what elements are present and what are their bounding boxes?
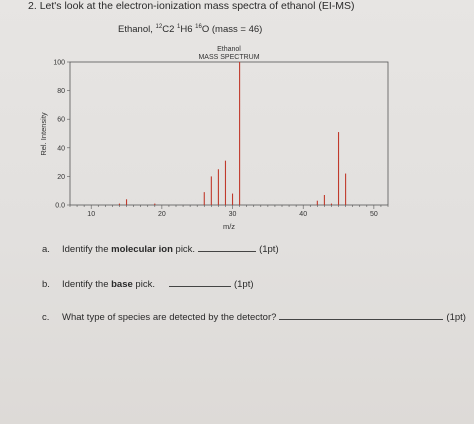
question-a-bold: molecular ion (111, 244, 173, 255)
y-tick-label: 100 (53, 60, 65, 67)
count-c: 2 (169, 24, 178, 36)
isotope-c: 12 (155, 24, 163, 30)
question-b-pre: Identify the (62, 279, 112, 290)
question-b-letter: b. (42, 279, 50, 290)
y-ticks-group: 0.0 20 40 60 80 100 (53, 60, 70, 210)
x-ticks-group: 10 20 30 40 50 (69, 205, 389, 218)
y-tick-label: 60 (57, 117, 65, 124)
question-c: c. What type of species are detected by t… (42, 310, 466, 323)
x-tick-label: 20 (158, 211, 166, 218)
question-a-post: pick. (172, 244, 196, 255)
answer-blank-b[interactable] (168, 277, 231, 287)
x-tick-label: 50 (370, 211, 378, 218)
y-tick-label: 20 (57, 174, 65, 181)
question-c-letter: c. (42, 312, 50, 323)
question-c-text: What type of species are detected by the… (62, 312, 277, 323)
question-a-points: (1pt) (259, 244, 279, 255)
plot-frame (69, 61, 389, 206)
bars-group (118, 62, 347, 205)
y-tick-label: 0.0 (55, 203, 65, 210)
x-tick-label: 40 (299, 211, 307, 218)
compound-line: Ethanol, 12C2 1H6 16O (mass = 46) (118, 24, 262, 35)
element-o: O (201, 24, 210, 36)
y-axis-label: Rel. Intensity (39, 112, 48, 156)
question-a-letter: a. (42, 244, 50, 255)
chart-subtitle: MASS SPECTRUM (198, 54, 259, 61)
x-tick-label: 30 (229, 211, 237, 218)
question-c-points: (1pt) (446, 312, 466, 323)
element-h: H (180, 24, 188, 36)
question-b-points: (1pt) (233, 279, 254, 290)
y-tick-label: 40 (57, 145, 65, 152)
isotope-o: 16 (195, 24, 202, 30)
element-c: C (162, 24, 170, 36)
question-header: 2. Let's look at the electron-ionization… (28, 0, 355, 12)
x-tick-label: 10 (87, 211, 95, 218)
question-b-bold: base (111, 279, 133, 290)
question-text: Let's look at the electron-ionization ma… (39, 0, 355, 12)
mass-spectrum-chart: Ethanol MASS SPECTRUM 10 20 30 40 50 0.0 20 40… (39, 46, 389, 231)
chart-title: Ethanol (217, 46, 241, 53)
question-number: 2. (28, 0, 37, 12)
count-h: 6 (187, 24, 196, 36)
x-axis-label: m/z (223, 222, 235, 231)
answer-blank-c[interactable] (279, 310, 444, 320)
mass-note: (mass = 46) (211, 24, 263, 36)
question-a: a. Identify the molecular ion pick. (1pt) (42, 242, 279, 255)
question-b-post: pick. (132, 279, 155, 290)
y-tick-label: 80 (57, 88, 65, 95)
answer-blank-a[interactable] (198, 242, 257, 252)
compound-name: Ethanol, (118, 24, 153, 36)
isotope-h: 1 (177, 24, 181, 30)
question-a-pre: Identify the (62, 244, 112, 255)
question-b: b. Identify the base pick. (1pt) (42, 277, 254, 290)
